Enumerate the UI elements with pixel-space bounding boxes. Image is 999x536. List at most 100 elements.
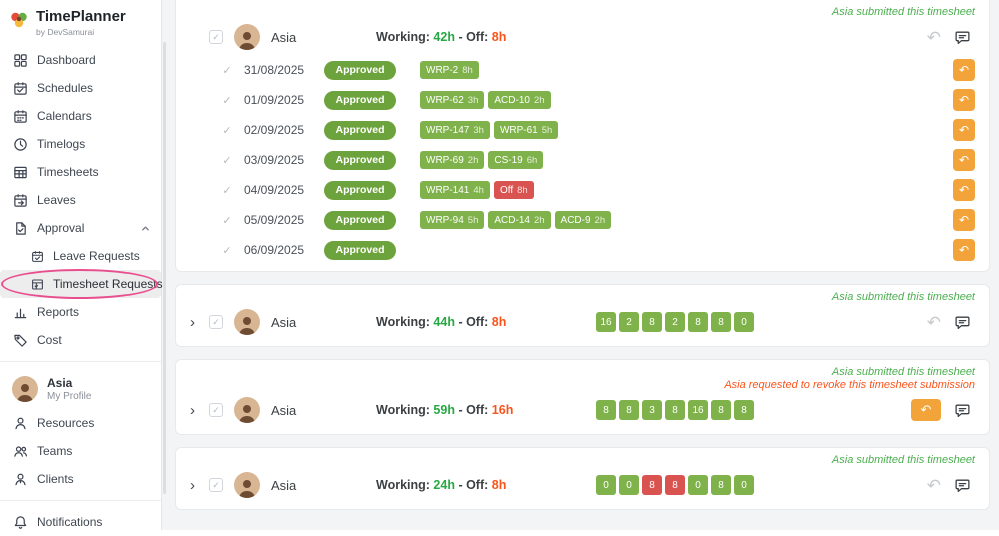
sidebar-item-leave-requests[interactable]: Leave Requests	[0, 242, 161, 270]
revoke-day-button[interactable]: ↶	[953, 89, 975, 111]
sidebar-item-reports[interactable]: Reports	[0, 298, 161, 326]
day-total-chip[interactable]: 8	[642, 312, 662, 332]
select-checkbox[interactable]: ✓	[209, 30, 223, 44]
sidebar-item-approval[interactable]: Approval	[0, 214, 161, 242]
task-chip[interactable]: WRP-141 4h	[420, 181, 490, 199]
expand-chevron[interactable]: ›	[190, 313, 195, 331]
day-total-chip-off[interactable]: 8	[642, 475, 662, 495]
sidebar-profile[interactable]: Asia My Profile	[0, 369, 161, 409]
comment-icon[interactable]	[954, 477, 971, 494]
main-content: Asia submitted this timesheet › ✓ Asia W…	[162, 0, 999, 530]
working-hours: 24h	[433, 478, 455, 492]
day-total-chip[interactable]: 8	[734, 400, 754, 420]
day-total-chip[interactable]: 8	[711, 475, 731, 495]
status-badge: Approved	[324, 60, 396, 80]
sidebar-item-timesheet-requests[interactable]: Timesheet Requests	[0, 270, 163, 298]
undo-icon[interactable]: ↶	[926, 312, 941, 332]
task-chip-off[interactable]: Off 8h	[493, 181, 534, 199]
day-total-chip[interactable]: 8	[619, 400, 639, 420]
day-total-chip[interactable]: 8	[665, 400, 685, 420]
sidebar-item-dashboard[interactable]: Dashboard	[0, 46, 161, 74]
task-chip[interactable]: ACD-10 2h	[488, 91, 551, 109]
sidebar-item-leaves[interactable]: Leaves	[0, 186, 161, 214]
task-chip[interactable]: WRP-62 3h	[420, 91, 485, 109]
select-checkbox[interactable]: ✓	[209, 478, 223, 492]
sidebar-item-calendars[interactable]: Calendars	[0, 102, 161, 130]
revoke-day-button[interactable]: ↶	[953, 59, 975, 81]
expand-chevron[interactable]: ›	[190, 476, 195, 494]
comment-icon[interactable]	[954, 314, 971, 331]
status-badge: Approved	[324, 210, 396, 230]
app-logo-row[interactable]: TimePlanner by DevSamurai	[0, 0, 161, 46]
sidebar-item-timesheets[interactable]: Timesheets	[0, 158, 161, 186]
day-check-icon[interactable]: ✓	[222, 214, 232, 227]
revoke-message: Asia requested to revoke this timesheet …	[724, 379, 975, 391]
day-total-chip[interactable]: 8	[711, 400, 731, 420]
task-chip[interactable]: WRP-69 2h	[420, 151, 485, 169]
task-chip[interactable]: WRP-2 8h	[420, 61, 479, 79]
day-check-icon[interactable]: ✓	[222, 124, 232, 137]
select-checkbox[interactable]: ✓	[209, 315, 223, 329]
sidebar-scrollbar[interactable]	[163, 42, 166, 494]
task-chip[interactable]: WRP-94 5h	[420, 211, 485, 229]
task-chip[interactable]: CS-19 6h	[488, 151, 544, 169]
day-total-chip[interactable]: 2	[665, 312, 685, 332]
timesheet-day-row: ✓ 05/09/2025 Approved WRP-94 5h ACD-14 2h …	[184, 205, 981, 235]
submitted-message: Asia submitted this timesheet	[831, 454, 975, 466]
task-chip[interactable]: ACD-14 2h	[488, 211, 551, 229]
sidebar-item-cost[interactable]: Cost	[0, 326, 161, 354]
day-total-chip[interactable]: 8	[596, 400, 616, 420]
status-badge: Approved	[324, 180, 396, 200]
day-total-chip[interactable]: 8	[688, 312, 708, 332]
leaves-icon	[14, 193, 27, 207]
day-total-chip[interactable]: 0	[688, 475, 708, 495]
day-date: 03/09/2025	[244, 153, 305, 167]
day-total-chip[interactable]: 2	[619, 312, 639, 332]
day-total-chip[interactable]: 0	[619, 475, 639, 495]
timesheet-day-row: ✓ 06/09/2025 Approved ↶	[184, 235, 981, 265]
timesheet-day-row: ✓ 02/09/2025 Approved WRP-147 3h WRP-61 5h…	[184, 115, 981, 145]
day-check-icon[interactable]: ✓	[222, 244, 232, 257]
day-total-chip[interactable]: 8	[711, 312, 731, 332]
approve-revoke-button[interactable]: ↶	[911, 399, 941, 421]
sidebar-item-timelogs[interactable]: Timelogs	[0, 130, 161, 158]
off-hours: 8h	[491, 478, 507, 492]
expand-chevron[interactable]: ›	[190, 401, 195, 419]
select-checkbox[interactable]: ✓	[209, 403, 223, 417]
user-name: Asia	[271, 314, 297, 330]
sidebar-item-teams[interactable]: Teams	[0, 437, 161, 465]
revoke-day-button[interactable]: ↶	[953, 239, 975, 261]
day-check-icon[interactable]: ✓	[222, 64, 232, 77]
revoke-day-button[interactable]: ↶	[953, 209, 975, 231]
undo-icon[interactable]: ↶	[926, 27, 941, 47]
revoke-day-button[interactable]: ↶	[953, 119, 975, 141]
status-badge: Approved	[324, 150, 396, 170]
task-chip[interactable]: WRP-147 3h	[420, 121, 490, 139]
day-check-icon[interactable]: ✓	[222, 94, 232, 107]
day-total-chip[interactable]: 16	[688, 400, 708, 420]
day-check-icon[interactable]: ✓	[222, 154, 232, 167]
sidebar-item-clients[interactable]: Clients	[0, 465, 161, 493]
revoke-day-button[interactable]: ↶	[953, 179, 975, 201]
sidebar-item-notifications[interactable]: Notifications	[0, 508, 161, 536]
day-total-chip[interactable]: 0	[734, 312, 754, 332]
sidebar-divider	[0, 361, 161, 362]
sidebar-item-schedules[interactable]: Schedules	[0, 74, 161, 102]
day-check-icon[interactable]: ✓	[222, 184, 232, 197]
timesheet-requests-icon	[32, 279, 43, 289]
day-total-chip[interactable]: 0	[734, 475, 754, 495]
sidebar-item-resources[interactable]: Resources	[0, 409, 161, 437]
task-chip[interactable]: WRP-61 5h	[493, 121, 559, 139]
comment-icon[interactable]	[954, 29, 971, 46]
day-total-chip[interactable]: 3	[642, 400, 662, 420]
comment-icon[interactable]	[954, 402, 971, 419]
day-total-chip[interactable]: 0	[596, 475, 616, 495]
timesheet-card: Asia submitted this timesheet › ✓ Asia W…	[175, 284, 990, 347]
day-total-chip-off[interactable]: 8	[665, 475, 685, 495]
undo-icon[interactable]: ↶	[926, 475, 941, 495]
day-total-chip[interactable]: 16	[596, 312, 616, 332]
revoke-day-button[interactable]: ↶	[953, 149, 975, 171]
day-totals: 16 2 8 2 8 8 0	[596, 312, 927, 332]
task-chip[interactable]: ACD-9 2h	[554, 211, 612, 229]
